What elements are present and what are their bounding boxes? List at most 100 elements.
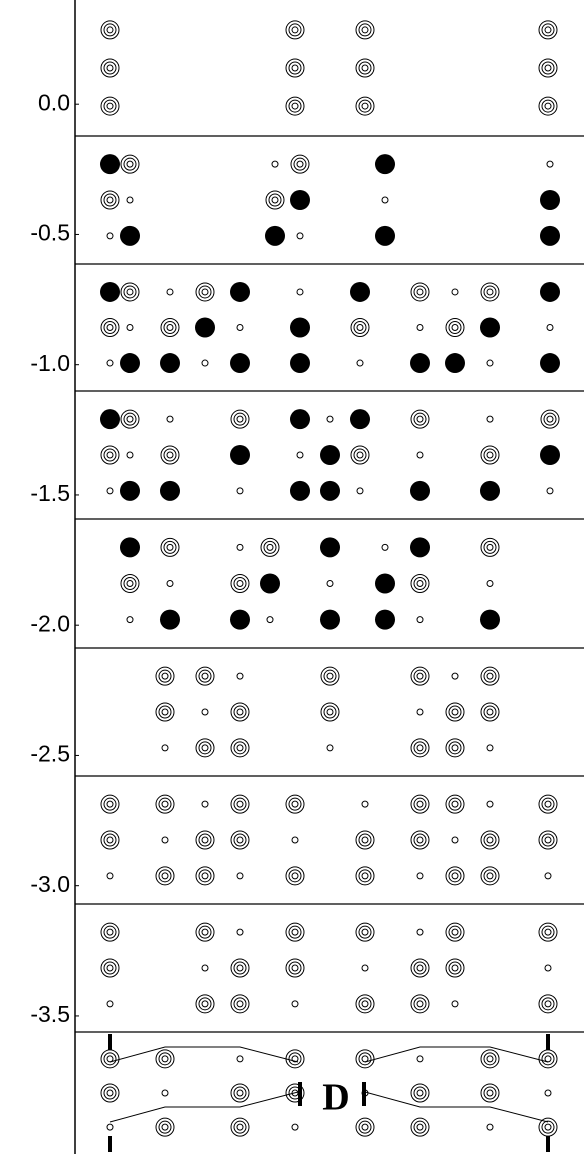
contour — [296, 451, 304, 459]
contour — [198, 925, 212, 939]
contour — [236, 1000, 244, 1008]
y-tick-label: -1.0 — [30, 350, 70, 376]
contour — [355, 1117, 375, 1137]
contour — [544, 102, 552, 110]
contour — [544, 64, 552, 72]
contour — [483, 833, 497, 847]
contour — [544, 1000, 552, 1008]
contour — [486, 672, 494, 680]
contour — [375, 573, 395, 594]
contour — [106, 800, 114, 808]
contour — [201, 359, 209, 367]
contour — [486, 872, 494, 880]
contour — [538, 994, 558, 1014]
contour — [410, 666, 430, 686]
contour — [100, 409, 120, 430]
contour — [236, 324, 244, 331]
contour — [106, 964, 114, 972]
contour — [155, 1049, 175, 1069]
contour — [288, 869, 302, 883]
contour — [355, 1049, 375, 1069]
y-tick-label: 0.0 — [38, 89, 70, 115]
contour — [236, 872, 244, 880]
contour — [233, 741, 247, 755]
contour — [230, 794, 250, 814]
contour — [100, 154, 120, 175]
contour — [413, 833, 427, 847]
contour — [410, 1083, 430, 1103]
contour — [201, 708, 209, 716]
contour — [416, 324, 424, 331]
contour — [100, 794, 120, 814]
contour — [158, 1052, 172, 1066]
contour — [158, 797, 172, 811]
contour — [106, 451, 114, 459]
contour — [271, 196, 279, 204]
contour — [288, 23, 302, 37]
contour — [544, 928, 552, 936]
contour — [541, 1052, 555, 1066]
contour — [540, 445, 560, 465]
contour — [350, 409, 370, 430]
contour — [126, 415, 134, 423]
contour — [326, 708, 334, 716]
contour — [540, 281, 560, 302]
contour — [106, 64, 114, 72]
contour — [161, 672, 169, 680]
contour — [290, 480, 310, 501]
contour — [541, 997, 555, 1011]
y-tick-label: -3.0 — [30, 871, 70, 897]
contour — [285, 58, 305, 78]
contour — [123, 285, 137, 299]
contour — [486, 451, 494, 459]
contour — [320, 537, 340, 558]
contour — [163, 448, 177, 462]
contour — [260, 573, 280, 594]
contour — [546, 160, 554, 168]
contour — [100, 445, 120, 465]
contour — [290, 317, 310, 338]
contour — [155, 1117, 175, 1137]
contour — [100, 1083, 120, 1103]
y-tick-label: -2.5 — [30, 741, 70, 767]
bond — [109, 1046, 299, 1063]
contour — [233, 412, 247, 426]
contour — [416, 744, 424, 752]
contour — [233, 997, 247, 1011]
contour — [451, 288, 459, 296]
contour — [155, 702, 175, 722]
contour — [416, 800, 424, 808]
contour — [236, 964, 244, 972]
contour — [103, 833, 117, 847]
contour — [291, 872, 299, 880]
contour — [103, 1052, 117, 1066]
contour — [230, 609, 250, 630]
contour — [293, 157, 307, 171]
contour — [546, 487, 554, 495]
contour — [413, 577, 427, 590]
contour — [448, 705, 462, 719]
contour — [120, 154, 140, 174]
contour — [448, 797, 462, 811]
contour — [355, 96, 375, 116]
contour — [106, 1123, 114, 1131]
contour — [544, 1089, 552, 1097]
contour — [361, 1000, 369, 1008]
contour — [233, 797, 247, 811]
contour — [448, 961, 462, 975]
contour — [410, 994, 430, 1014]
contour — [158, 705, 172, 719]
contour — [166, 580, 174, 587]
contour — [538, 794, 558, 814]
contour — [288, 99, 302, 113]
contour — [540, 190, 560, 210]
contour — [355, 58, 375, 78]
contour — [195, 738, 215, 758]
contour — [445, 353, 465, 374]
contour — [195, 866, 215, 886]
contour — [358, 1052, 372, 1066]
contour — [355, 20, 375, 40]
contour — [416, 415, 424, 423]
contour — [486, 580, 494, 587]
contour — [106, 872, 114, 880]
